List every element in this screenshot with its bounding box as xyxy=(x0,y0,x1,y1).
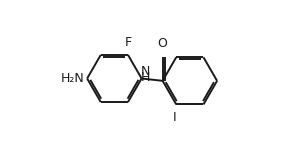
Text: H: H xyxy=(141,71,151,84)
Text: F: F xyxy=(125,36,132,49)
Text: H₂N: H₂N xyxy=(61,72,85,85)
Text: I: I xyxy=(173,111,177,124)
Text: O: O xyxy=(157,38,167,51)
Text: N: N xyxy=(141,65,151,78)
